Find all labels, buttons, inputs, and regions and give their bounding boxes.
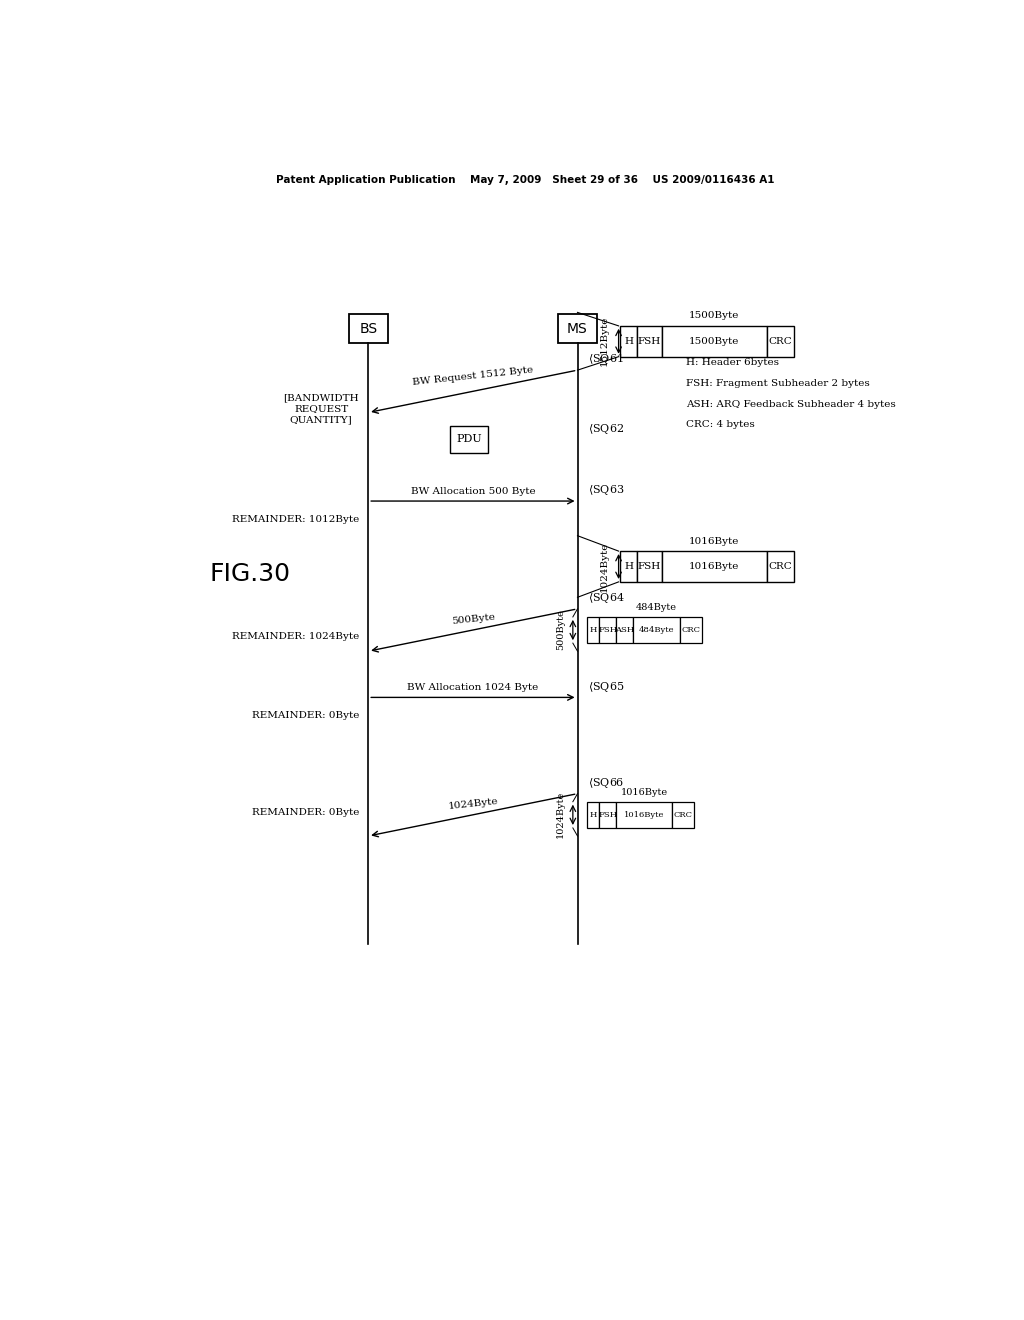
- Bar: [616, 801, 672, 828]
- Bar: [558, 314, 597, 343]
- Text: ASH: ARQ Feedback Subheader 4 bytes: ASH: ARQ Feedback Subheader 4 bytes: [686, 400, 896, 408]
- Bar: [599, 616, 616, 643]
- Bar: [587, 801, 599, 828]
- Text: H: H: [625, 337, 633, 346]
- Bar: [637, 326, 662, 356]
- Text: REMAINDER: 1024Byte: REMAINDER: 1024Byte: [231, 632, 359, 642]
- Text: 1500Byte: 1500Byte: [689, 312, 739, 321]
- Text: BW Allocation 500 Byte: BW Allocation 500 Byte: [411, 487, 536, 496]
- Text: REMAINDER: 0Byte: REMAINDER: 0Byte: [252, 711, 359, 721]
- Text: 500Byte: 500Byte: [451, 612, 495, 626]
- Text: REMAINDER: 0Byte: REMAINDER: 0Byte: [252, 808, 359, 817]
- Text: FSH: Fragment Subheader 2 bytes: FSH: Fragment Subheader 2 bytes: [686, 379, 869, 388]
- Bar: [450, 426, 488, 453]
- Text: 1024Byte: 1024Byte: [447, 797, 499, 810]
- Bar: [599, 801, 616, 828]
- Bar: [767, 552, 794, 582]
- Bar: [672, 801, 693, 828]
- Text: 1016Byte: 1016Byte: [624, 810, 665, 818]
- Text: REMAINDER: 1012Byte: REMAINDER: 1012Byte: [231, 515, 359, 524]
- Text: BS: BS: [359, 322, 377, 335]
- Text: 484Byte: 484Byte: [636, 603, 677, 612]
- Text: FSH: FSH: [638, 337, 662, 346]
- Text: FSH: FSH: [598, 810, 617, 818]
- Text: 1024Byte: 1024Byte: [599, 541, 608, 591]
- Bar: [587, 616, 599, 643]
- Text: FIG.30: FIG.30: [209, 562, 291, 586]
- Bar: [662, 326, 767, 356]
- Text: 1016Byte: 1016Byte: [621, 788, 668, 797]
- Text: [BANDWIDTH
REQUEST
QUANTITY]: [BANDWIDTH REQUEST QUANTITY]: [284, 393, 359, 425]
- Bar: [633, 616, 680, 643]
- Text: H: H: [590, 810, 597, 818]
- Text: H: Header 6bytes: H: Header 6bytes: [686, 358, 779, 367]
- Text: $\langle$SQ65: $\langle$SQ65: [588, 680, 624, 693]
- Text: $\langle$SQ61: $\langle$SQ61: [588, 352, 624, 367]
- Bar: [767, 326, 794, 356]
- Text: $\langle$SQ66: $\langle$SQ66: [588, 776, 624, 789]
- Bar: [349, 314, 388, 343]
- Text: 1016Byte: 1016Byte: [689, 562, 739, 572]
- Bar: [637, 552, 662, 582]
- Text: Patent Application Publication    May 7, 2009   Sheet 29 of 36    US 2009/011643: Patent Application Publication May 7, 20…: [275, 176, 774, 185]
- Text: CRC: 4 bytes: CRC: 4 bytes: [686, 420, 755, 429]
- Text: 1512Byte: 1512Byte: [599, 315, 608, 367]
- Text: BW Request 1512 Byte: BW Request 1512 Byte: [412, 366, 534, 388]
- Bar: [662, 552, 767, 582]
- Text: ASH: ASH: [615, 626, 635, 634]
- Text: $\langle$SQ62: $\langle$SQ62: [588, 421, 624, 436]
- Text: CRC: CRC: [674, 810, 692, 818]
- Bar: [680, 616, 701, 643]
- Text: FSH: FSH: [598, 626, 617, 634]
- Text: $\langle$SQ63: $\langle$SQ63: [588, 483, 624, 498]
- Text: CRC: CRC: [681, 626, 700, 634]
- Text: MS: MS: [567, 322, 588, 335]
- Text: 1024Byte: 1024Byte: [556, 791, 565, 838]
- Text: 1016Byte: 1016Byte: [689, 537, 739, 545]
- Bar: [621, 552, 637, 582]
- Text: $\langle$SQ64: $\langle$SQ64: [588, 591, 625, 605]
- Text: 484Byte: 484Byte: [639, 626, 674, 634]
- Text: FSH: FSH: [638, 562, 662, 572]
- Text: CRC: CRC: [768, 337, 792, 346]
- Text: 1500Byte: 1500Byte: [689, 337, 739, 346]
- Text: 500Byte: 500Byte: [556, 610, 565, 651]
- Bar: [616, 616, 633, 643]
- Text: CRC: CRC: [768, 562, 792, 572]
- Bar: [621, 326, 637, 356]
- Text: BW Allocation 1024 Byte: BW Allocation 1024 Byte: [408, 682, 539, 692]
- Text: H: H: [590, 626, 597, 634]
- Text: PDU: PDU: [456, 434, 482, 445]
- Text: H: H: [625, 562, 633, 572]
